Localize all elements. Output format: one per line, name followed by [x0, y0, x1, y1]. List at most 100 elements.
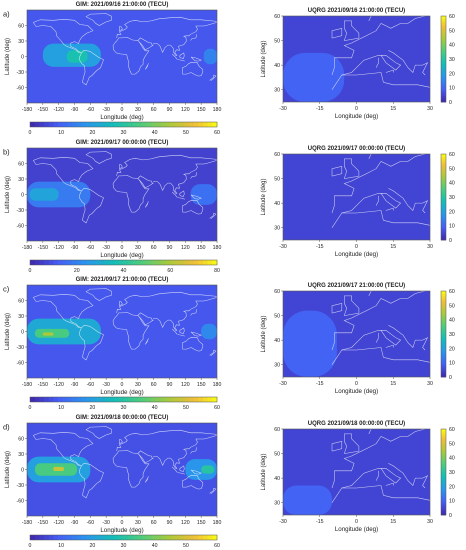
colorbar-cell — [132, 535, 138, 540]
coastline-14 — [85, 288, 112, 301]
colorbar-cell — [170, 122, 176, 127]
colorbar-cell — [67, 122, 73, 127]
colorbar-cell — [142, 535, 148, 540]
x-tick-label: -90 — [71, 107, 79, 113]
colorbar-cell — [441, 299, 446, 303]
colorbar-cell — [441, 456, 446, 460]
y-axis-label: Latitude (deg) — [261, 453, 267, 490]
coastline-6 — [153, 435, 217, 469]
colorbar-cell — [100, 122, 106, 127]
coastline-10 — [380, 291, 426, 304]
colorbar-cell — [441, 86, 446, 90]
colorbar-cell — [179, 260, 185, 265]
colorbar-cell — [441, 336, 446, 339]
colorbar-cell — [81, 260, 87, 265]
coastline-0 — [33, 19, 94, 54]
colorbar-cell — [441, 207, 446, 211]
colorbar-cell — [441, 469, 446, 473]
colorbar-frame — [440, 15, 447, 103]
colorbar-cell — [441, 297, 446, 300]
coastline-0 — [331, 298, 382, 351]
y-tick-label: 50 — [274, 177, 280, 183]
x-tick-label: -90 — [71, 245, 79, 251]
coastline-2 — [331, 210, 430, 228]
colorbar-cell — [114, 260, 120, 265]
coastline-9 — [171, 53, 178, 60]
colorbar-cell — [441, 166, 446, 170]
colorbar-tick-label: 0 — [29, 268, 32, 274]
colorbar-cell — [441, 173, 446, 176]
colorbar-tick-label: 60 — [167, 268, 173, 274]
colorbar-cell — [441, 237, 446, 241]
colorbar-cell — [441, 459, 446, 462]
coastline-16 — [144, 338, 149, 345]
colorbar-uqrg: 0 10 20 30 40 50 60 — [440, 427, 455, 519]
colorbar-cell — [48, 535, 54, 540]
coastline-7 — [181, 474, 204, 490]
tec-region-2 — [42, 332, 54, 336]
colorbar-gim: 0 20 40 60 80 — [29, 259, 220, 274]
colorbar-tick-label: 0 — [29, 130, 32, 136]
colorbar-cell — [174, 260, 180, 265]
colorbar-cell — [188, 397, 195, 402]
colorbar-frame — [440, 153, 447, 241]
colorbar-cell — [142, 260, 148, 265]
colorbar-uqrg: 0 10 20 30 40 50 60 — [440, 152, 455, 244]
colorbar-cell — [441, 444, 446, 447]
colorbar-cell — [441, 99, 446, 103]
colorbar-cell — [441, 472, 446, 475]
colorbar-cell — [441, 374, 446, 378]
colorbar-frame — [29, 121, 218, 128]
coastline-4 — [331, 440, 343, 452]
colorbar-cell — [441, 71, 446, 75]
colorbar-cell — [174, 122, 180, 127]
x-tick-label: -60 — [87, 520, 95, 526]
y-tick-label: 30 — [18, 39, 24, 45]
colorbar-cell — [90, 122, 96, 127]
colorbar-tick-label: 40 — [449, 456, 455, 462]
colorbar-cell — [81, 397, 87, 402]
colorbar-cell — [132, 122, 138, 127]
colorbar-cell — [198, 535, 204, 540]
colorbar-cell — [441, 184, 446, 187]
colorbar-cell — [151, 535, 157, 540]
colorbar-cell — [90, 397, 96, 402]
y-tick-label: 40 — [274, 201, 280, 207]
colorbar-cell — [30, 397, 36, 402]
colorbar-cell — [67, 535, 73, 540]
y-tick-label: -30 — [17, 345, 25, 351]
colorbar-cell — [156, 397, 162, 402]
y-tick-label: 60 — [274, 14, 280, 20]
colorbar-cell — [441, 212, 446, 215]
coastline-0 — [33, 157, 94, 192]
colorbar-cell — [441, 353, 446, 356]
coastline-7 — [181, 336, 204, 352]
colorbar-cell — [441, 169, 446, 172]
heatmap-layer — [283, 154, 430, 240]
colorbar-cell — [142, 122, 148, 127]
colorbar-cell — [441, 26, 446, 30]
colorbar-cell — [441, 364, 446, 367]
colorbar-tick-label: 30 — [121, 543, 127, 549]
colorbar-cell — [160, 397, 166, 402]
x-tick-label: 30 — [427, 381, 433, 387]
colorbar-cell — [441, 351, 446, 354]
coastline-9 — [171, 191, 178, 198]
plot-area-uqrg: -30 -15 0 15 30 60 50 40 30 UQRG 2021/09/16 21:00… — [261, 8, 433, 120]
x-tick-label: 30 — [427, 106, 433, 112]
colorbar-tick-label: 50 — [183, 405, 189, 411]
colorbar-tick-label: 10 — [58, 405, 64, 411]
colorbar-cell — [86, 260, 92, 265]
colorbar-cell — [441, 321, 446, 324]
colorbar-tick-label: 0 — [29, 405, 32, 411]
x-tick-label: -180 — [22, 382, 32, 388]
coastline-3 — [112, 450, 150, 488]
colorbar-cell — [441, 344, 446, 348]
colorbar-tick-label: 0 — [449, 100, 452, 106]
tec-region-3 — [201, 323, 217, 340]
x-tick-label: -60 — [87, 245, 95, 251]
colorbar-cell — [441, 18, 446, 21]
coastline-10 — [380, 16, 426, 29]
colorbar-cell — [441, 28, 446, 32]
y-tick-label: 60 — [18, 437, 24, 443]
